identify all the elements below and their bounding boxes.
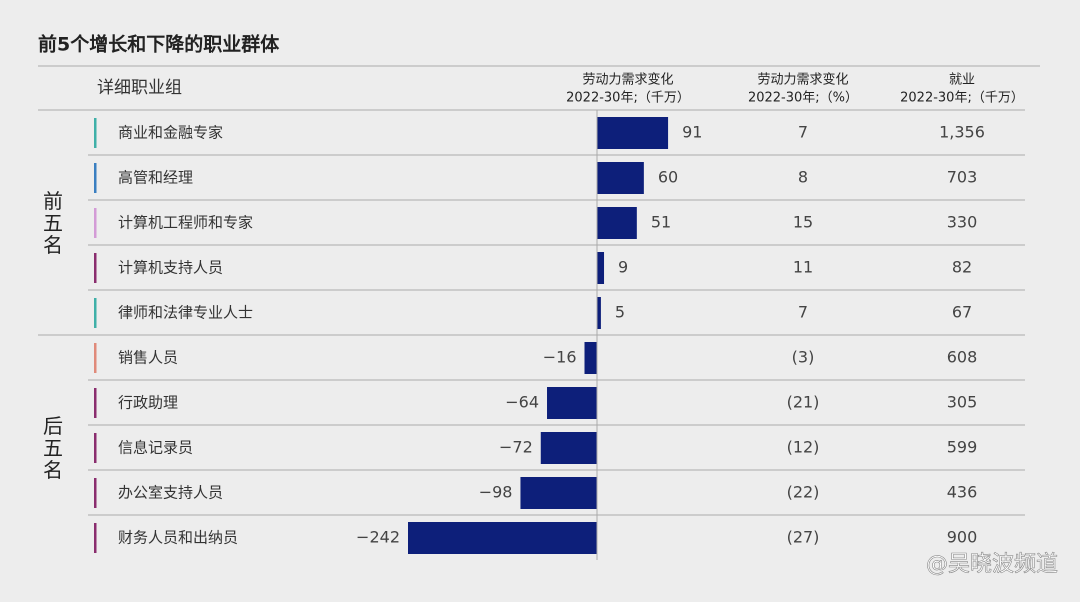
bar [408, 522, 597, 554]
row-accent [94, 298, 97, 328]
value-label: −242 [356, 528, 400, 547]
bar [547, 387, 597, 419]
category-header: 详细职业组 [97, 78, 182, 98]
row-accent [94, 163, 97, 193]
pct-value: (12) [787, 438, 820, 457]
row-accent [94, 253, 97, 283]
bar [520, 477, 597, 509]
column-header: 劳动力需求变化 [757, 72, 848, 88]
row-accent [94, 523, 97, 553]
chart-title: 前5个增长和下降的职业群体 [38, 33, 280, 56]
row-accent [94, 343, 97, 373]
row-accent [94, 478, 97, 508]
row-accent [94, 118, 97, 148]
column-header: 劳动力需求变化 [582, 72, 673, 88]
group-label: 后五名 [40, 415, 64, 481]
pct-value: (3) [792, 348, 815, 367]
row-label: 销售人员 [118, 349, 178, 367]
value-label: −72 [499, 438, 533, 457]
pct-value: 7 [798, 303, 808, 322]
row-label: 计算机工程师和专家 [118, 214, 253, 232]
value-label: 91 [682, 123, 702, 142]
column-header: 2022-30年;（%） [748, 91, 858, 106]
value-label: 9 [618, 258, 628, 277]
bar [597, 117, 669, 149]
bar [597, 207, 637, 239]
bar [597, 297, 601, 329]
row-label: 计算机支持人员 [118, 259, 223, 277]
pct-value: (27) [787, 528, 820, 547]
row-label: 行政助理 [118, 394, 178, 412]
value-label: −16 [543, 348, 577, 367]
employment-value: 608 [947, 348, 978, 367]
employment-value: 330 [947, 213, 978, 232]
pct-value: 8 [798, 168, 808, 187]
row-label: 办公室支持人员 [118, 484, 223, 502]
row-accent [94, 208, 97, 238]
employment-value: 599 [947, 438, 978, 457]
employment-value: 436 [947, 483, 978, 502]
column-header: 2022-30年;（千万） [900, 91, 1024, 106]
row-label: 商业和金融专家 [118, 124, 223, 142]
bar [540, 432, 597, 464]
row-accent [94, 433, 97, 463]
employment-value: 703 [947, 168, 978, 187]
employment-value: 67 [952, 303, 972, 322]
pct-value: (21) [787, 393, 820, 412]
value-label: −64 [505, 393, 539, 412]
value-label: −98 [479, 483, 513, 502]
value-label: 60 [658, 168, 678, 187]
row-accent [94, 388, 97, 418]
employment-value: 1,356 [939, 123, 985, 142]
employment-value: 305 [947, 393, 978, 412]
value-label: 51 [651, 213, 671, 232]
watermark: @吴晓波频道 [926, 552, 1058, 577]
bar [597, 252, 605, 284]
pct-value: 15 [793, 213, 813, 232]
row-label: 律师和法律专业人士 [118, 304, 253, 322]
employment-value: 900 [947, 528, 978, 547]
row-label: 高管和经理 [118, 169, 193, 187]
pct-value: 7 [798, 123, 808, 142]
column-header: 2022-30年;（千万） [566, 91, 690, 106]
row-label: 财务人员和出纳员 [118, 529, 238, 547]
column-header: 就业 [949, 73, 975, 88]
pct-value: (22) [787, 483, 820, 502]
pct-value: 11 [793, 258, 813, 277]
bar [584, 342, 597, 374]
row-label: 信息记录员 [118, 439, 193, 457]
value-label: 5 [615, 303, 625, 322]
bar [597, 162, 644, 194]
employment-value: 82 [952, 258, 972, 277]
group-label: 前五名 [40, 190, 64, 256]
